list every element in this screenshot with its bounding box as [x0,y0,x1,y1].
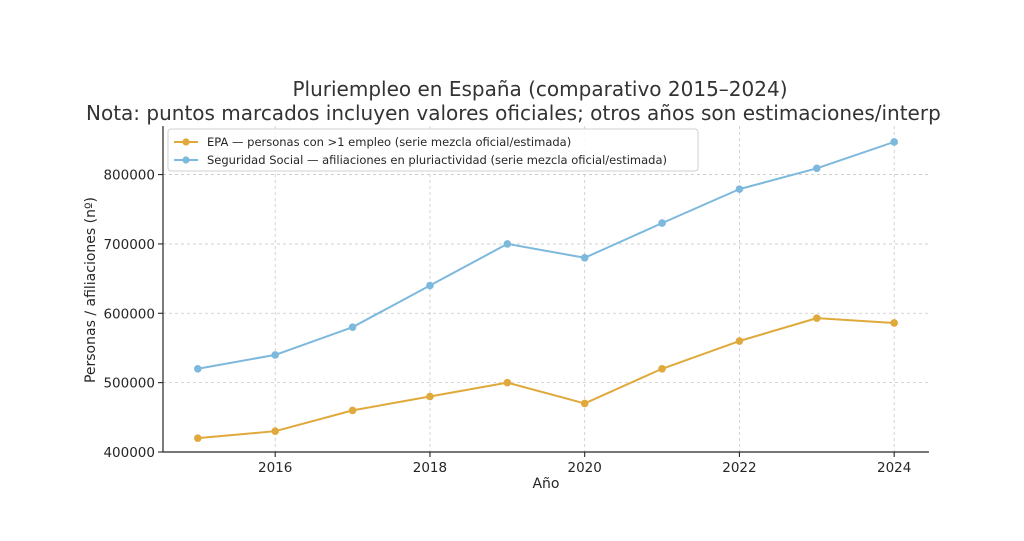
data-point-seguridad-social-2016 [271,351,279,359]
y-tick-label-700000: 700000 [103,237,155,253]
series-group [194,138,898,442]
legend-swatch-marker-epa [182,138,190,146]
x-axis-label: Año [532,476,559,492]
y-tick-label-500000: 500000 [103,376,155,392]
y-axis-label: Personas / afiliaciones (nº) [83,197,99,383]
y-tick-label-400000: 400000 [103,445,155,461]
data-point-epa-2024 [890,319,898,327]
tick-labels: 2016 2018 2020 2022 2024 400000 500000 600000 70… [103,168,911,476]
y-tick-label-800000: 800000 [103,168,155,184]
data-point-epa-2017 [348,406,357,415]
data-point-epa-2023 [813,314,821,322]
data-point-seguridad-social-2024 [890,138,898,146]
legend-label-epa: EPA — personas con >1 empleo (serie mezc… [207,135,571,149]
data-point-epa-2022 [735,337,744,345]
legend-label-seguridad-social: Seguridad Social — afiliaciones en pluri… [207,153,667,167]
x-tick-label-2024: 2024 [877,460,911,476]
legend-swatch-marker-seguridad-social [182,156,190,164]
chart-title: Pluriempleo en España (comparativo 2015–… [292,77,787,101]
chart-subtitle: Nota: puntos marcados incluyen valores o… [86,101,982,125]
data-point-seguridad-social-2015 [194,364,202,373]
legend: EPA — personas con >1 empleo (serie mezc… [167,128,699,172]
legend-box [167,128,699,172]
data-point-seguridad-social-2023 [813,164,821,173]
x-tick-label-2016: 2016 [258,460,292,476]
data-point-seguridad-social-2022 [735,185,744,193]
data-point-epa-2015 [194,434,202,442]
data-point-epa-2016 [271,427,279,435]
x-tick-label-2018: 2018 [413,460,447,476]
series-line-seguridad-social [197,141,895,370]
axes [162,126,929,453]
series-line-epa [197,317,895,440]
data-point-seguridad-social-2018 [426,281,434,290]
data-point-seguridad-social-2020 [580,253,589,262]
data-point-epa-2021 [658,364,666,373]
y-tick-label-600000: 600000 [103,306,155,322]
data-point-epa-2018 [426,392,434,401]
data-point-seguridad-social-2017 [348,323,357,331]
data-point-epa-2019 [503,378,512,387]
data-point-epa-2020 [580,399,589,408]
data-point-seguridad-social-2019 [503,240,512,248]
x-tick-label-2022: 2022 [722,460,756,476]
data-point-seguridad-social-2021 [658,219,666,227]
x-tick-label-2020: 2020 [568,460,602,476]
